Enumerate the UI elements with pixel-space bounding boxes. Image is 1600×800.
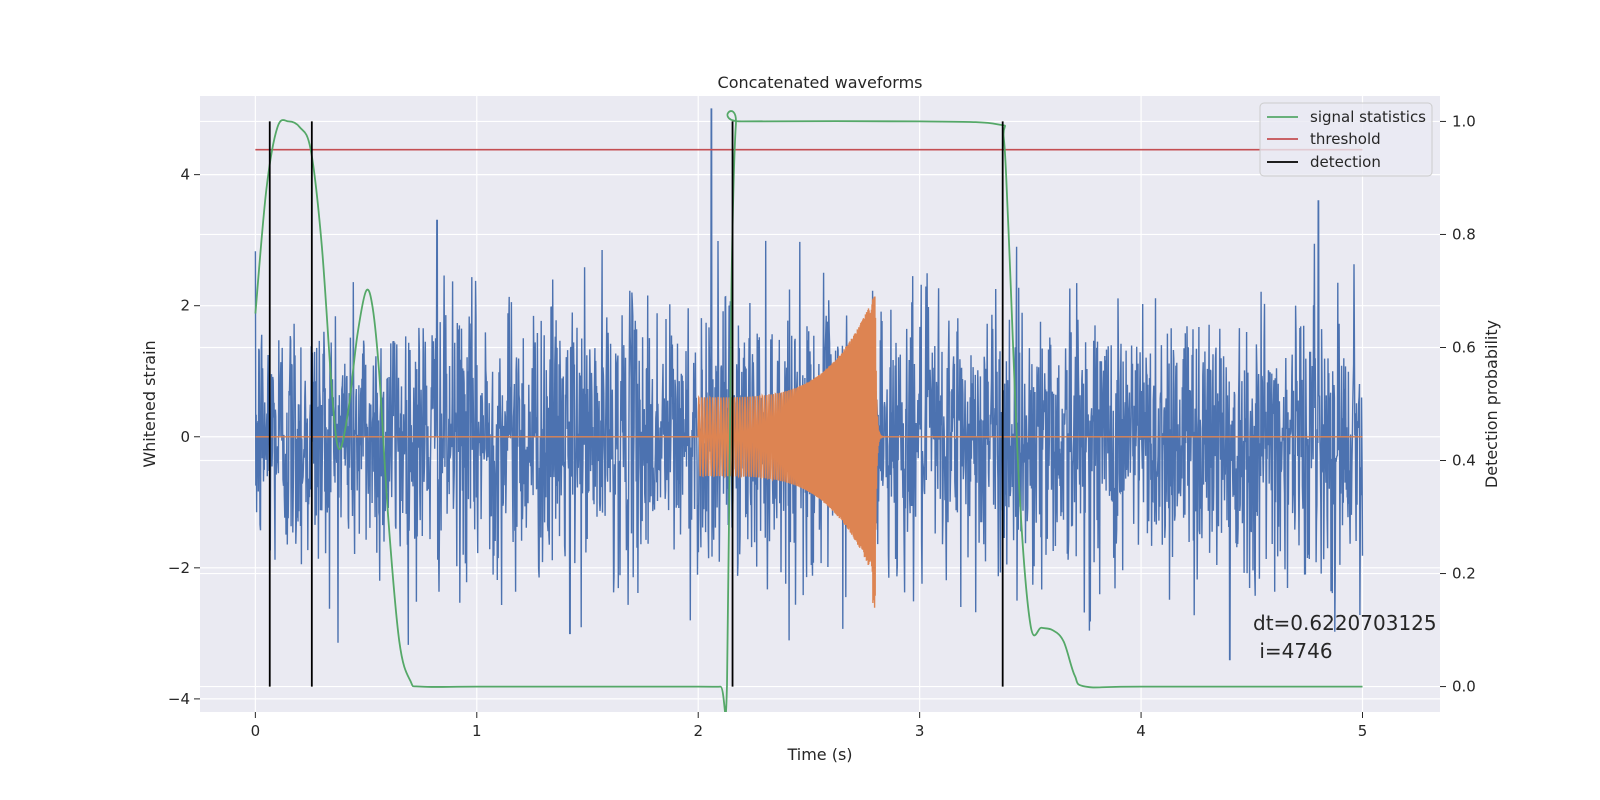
- y-axis-label-left: Whitened strain: [140, 340, 159, 467]
- y-tick-label-right: 1.0: [1452, 112, 1476, 130]
- grid: [200, 96, 1440, 712]
- annotation-index: i=4746: [1253, 639, 1333, 663]
- y-tick-label-left: −4: [168, 690, 190, 708]
- series-whitened-strain-chirp: [255, 296, 1363, 608]
- x-tick-label: 2: [693, 722, 703, 740]
- y-tick-label-right: 0.2: [1452, 565, 1476, 583]
- x-tick-label: 0: [251, 722, 261, 740]
- series-signal-statistics: [254, 110, 1363, 712]
- annotation-dt: dt=0.6220703125: [1253, 611, 1437, 635]
- y-tick-label-left: 4: [180, 166, 190, 184]
- legend-label-detection: detection: [1310, 153, 1381, 171]
- x-axis-label: Time (s): [786, 745, 852, 764]
- axes-ticks: 0 1 2 3 4 5 −4 −2 0 2 4 0.0 0.2 0.4 0.6 0.8 1.0: [168, 112, 1476, 740]
- legend-label-signal-statistics: signal statistics: [1310, 108, 1426, 126]
- y-tick-label-left: 0: [180, 428, 190, 446]
- plot-data: [254, 108, 1364, 712]
- y-tick-label-right: 0.8: [1452, 225, 1476, 243]
- y-axis-label-right: Detection probability: [1482, 320, 1501, 488]
- legend: signal statistics threshold detection: [1259, 102, 1433, 177]
- chart-title: Concatenated waveforms: [718, 73, 923, 92]
- legend-box: [1259, 102, 1433, 177]
- x-tick-label: 5: [1358, 722, 1368, 740]
- y-tick-label-right: 0.0: [1452, 678, 1476, 696]
- y-tick-label-right: 0.4: [1452, 452, 1476, 470]
- y-tick-label-left: −2: [168, 559, 190, 577]
- x-tick-label: 1: [472, 722, 482, 740]
- x-tick-label: 3: [915, 722, 925, 740]
- legend-label-threshold: threshold: [1310, 130, 1381, 148]
- y-tick-label-right: 0.6: [1452, 338, 1476, 356]
- x-tick-label: 4: [1136, 722, 1146, 740]
- y-tick-label-left: 2: [180, 297, 190, 315]
